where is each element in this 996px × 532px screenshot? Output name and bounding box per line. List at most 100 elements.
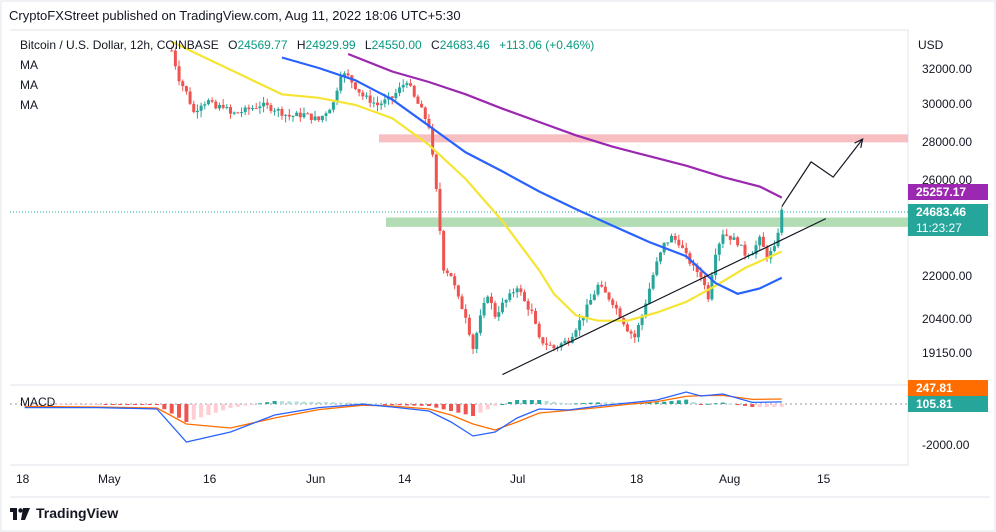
candle-down <box>534 310 538 324</box>
macd-histogram-bar <box>110 404 115 405</box>
macd-legend[interactable]: MACD <box>20 395 56 409</box>
macd-histogram-bar <box>279 401 284 404</box>
candle-up <box>596 284 600 295</box>
candle-down <box>456 285 460 297</box>
candle-down <box>633 333 637 338</box>
ma-legend-3[interactable]: MA <box>20 98 38 112</box>
macd-histogram-bar <box>221 404 226 411</box>
macd-histogram-bar <box>309 401 314 404</box>
macd-histogram-bar <box>500 404 505 405</box>
macd-histogram-bar <box>37 404 42 406</box>
candle-down <box>357 89 361 93</box>
price-tick: 26000.00 <box>922 173 973 187</box>
candle-down <box>548 344 552 346</box>
candle-up <box>199 105 203 111</box>
macd-value-tag: 105.81 <box>908 396 988 412</box>
candle-up <box>335 90 339 103</box>
macd-signal-tag: 247.81 <box>908 380 988 396</box>
ascending-trendline <box>502 218 827 376</box>
candle-down <box>214 101 218 109</box>
candle-up <box>206 100 210 105</box>
candle-down <box>526 301 530 310</box>
candle-down <box>537 323 541 338</box>
macd-histogram-bar <box>88 404 93 405</box>
candle-up <box>383 99 387 104</box>
candle-down <box>449 273 453 277</box>
candle-up <box>320 115 324 121</box>
candle-down <box>614 304 618 309</box>
candle-down <box>681 245 685 248</box>
ma-legend-1[interactable]: MA <box>20 58 38 72</box>
candle-down <box>210 100 214 102</box>
macd-histogram-bar <box>228 404 233 408</box>
candle-up <box>195 110 199 113</box>
tradingview-logo[interactable]: TradingView <box>10 505 118 521</box>
macd-histogram-bar <box>419 404 424 406</box>
symbol-legend: Bitcoin / U.S. Dollar, 12h, COINBASE O24… <box>20 38 594 52</box>
candle-down <box>416 96 420 104</box>
candle-up <box>578 320 582 331</box>
candle-down <box>523 292 526 302</box>
macd-histogram-bar <box>338 402 343 404</box>
candle-up <box>486 296 490 303</box>
macd-histogram-bar <box>206 404 211 415</box>
candle-up <box>758 236 762 246</box>
close-key: C <box>431 38 440 52</box>
candle-down <box>192 103 196 113</box>
last-price-tag: 24683.46 <box>908 204 988 220</box>
candle-down <box>409 83 413 86</box>
currency-label[interactable]: USD <box>918 38 944 52</box>
candle-down <box>188 91 192 104</box>
macd-histogram-bar <box>581 403 586 404</box>
macd-histogram-bar <box>287 401 292 404</box>
macd-histogram-bar <box>544 400 549 404</box>
candle-up <box>500 302 504 313</box>
ma-legend-2[interactable]: MA <box>20 78 38 92</box>
candle-up <box>251 108 255 110</box>
candle-down <box>317 116 321 121</box>
candle-down <box>184 86 188 92</box>
macd-histogram-bar <box>59 404 64 405</box>
price-tick: 30000.00 <box>922 97 973 111</box>
macd-histogram-bar <box>478 404 483 413</box>
macd-histogram-bar <box>441 404 446 410</box>
candle-down <box>438 188 442 231</box>
macd-signal-line <box>24 394 782 431</box>
macd-histogram-bar <box>390 404 395 405</box>
macd-histogram-bar <box>706 403 711 405</box>
candle-up <box>313 116 317 121</box>
macd-histogram-bar <box>765 404 770 407</box>
candle-up <box>497 312 501 317</box>
candle-up <box>559 343 563 348</box>
candle-down <box>706 285 710 300</box>
candle-down <box>761 236 765 247</box>
macd-histogram-bar <box>302 401 306 404</box>
candle-down <box>765 246 769 259</box>
candle-up <box>262 102 266 107</box>
candle-down <box>309 113 313 121</box>
support-zone <box>386 217 908 227</box>
candle-down <box>618 308 622 319</box>
candle-down <box>247 107 251 110</box>
time-tick: Jun <box>306 472 326 486</box>
close-value: 24683.46 <box>439 38 490 52</box>
candle-down <box>173 50 177 67</box>
macd-histogram-bar <box>426 404 431 406</box>
macd-histogram-bar <box>691 402 696 404</box>
candle-down <box>519 288 523 293</box>
resistance-zone <box>379 134 908 143</box>
candle-up <box>401 84 405 88</box>
candle-down <box>431 127 435 155</box>
candle-down <box>427 118 431 128</box>
candle-up <box>291 116 295 118</box>
candle-up <box>324 113 328 116</box>
macd-histogram-bar <box>537 400 542 404</box>
candle-up <box>670 235 673 243</box>
candle-down <box>489 296 493 304</box>
candle-up <box>574 330 578 337</box>
candle-up <box>721 234 725 244</box>
macd-histogram-bar <box>243 404 248 406</box>
candle-up <box>276 108 280 111</box>
symbol-name[interactable]: Bitcoin / U.S. Dollar, 12h, COINBASE <box>20 38 219 52</box>
